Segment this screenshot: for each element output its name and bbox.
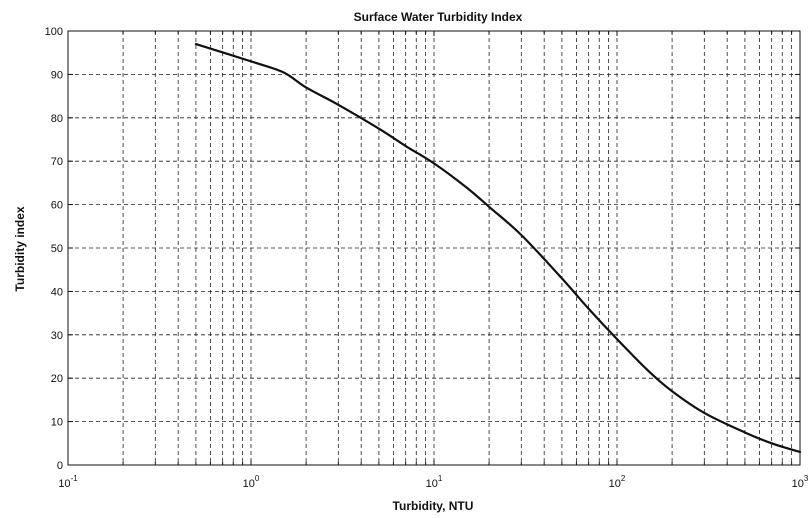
y-tick-label: 60 bbox=[51, 200, 63, 212]
turbidity-index-curve bbox=[194, 42, 802, 454]
x-tick-label: 100 bbox=[243, 474, 260, 490]
y-axis-ticks: 0 10 20 30 40 50 60 70 80 90 100 bbox=[45, 26, 800, 472]
y-tick-label: 30 bbox=[51, 330, 63, 342]
y-tick-label: 90 bbox=[51, 69, 63, 81]
series-layer bbox=[194, 42, 802, 454]
y-tick-label: 50 bbox=[51, 243, 63, 255]
x-tick-label: 102 bbox=[609, 474, 626, 490]
x-axis-label: Turbidity, NTU bbox=[393, 499, 474, 513]
grid-lines bbox=[68, 31, 800, 465]
x-tick-label: 101 bbox=[426, 474, 443, 490]
y-tick-label: 70 bbox=[51, 156, 63, 168]
chart-title: Surface Water Turbidity Index bbox=[354, 10, 523, 24]
y-tick-label: 100 bbox=[45, 26, 63, 38]
y-axis-label: Turbidity index bbox=[13, 206, 27, 291]
y-tick-label: 0 bbox=[57, 460, 63, 472]
y-tick-label: 40 bbox=[51, 286, 63, 298]
y-tick-label: 10 bbox=[51, 417, 63, 429]
y-tick-label: 20 bbox=[51, 373, 63, 385]
x-axis-ticks: 10-1 100 101 102 103 bbox=[58, 31, 809, 490]
y-tick-label: 80 bbox=[51, 113, 63, 125]
x-tick-label: 10-1 bbox=[58, 474, 78, 490]
x-tick-label: 103 bbox=[792, 474, 809, 490]
